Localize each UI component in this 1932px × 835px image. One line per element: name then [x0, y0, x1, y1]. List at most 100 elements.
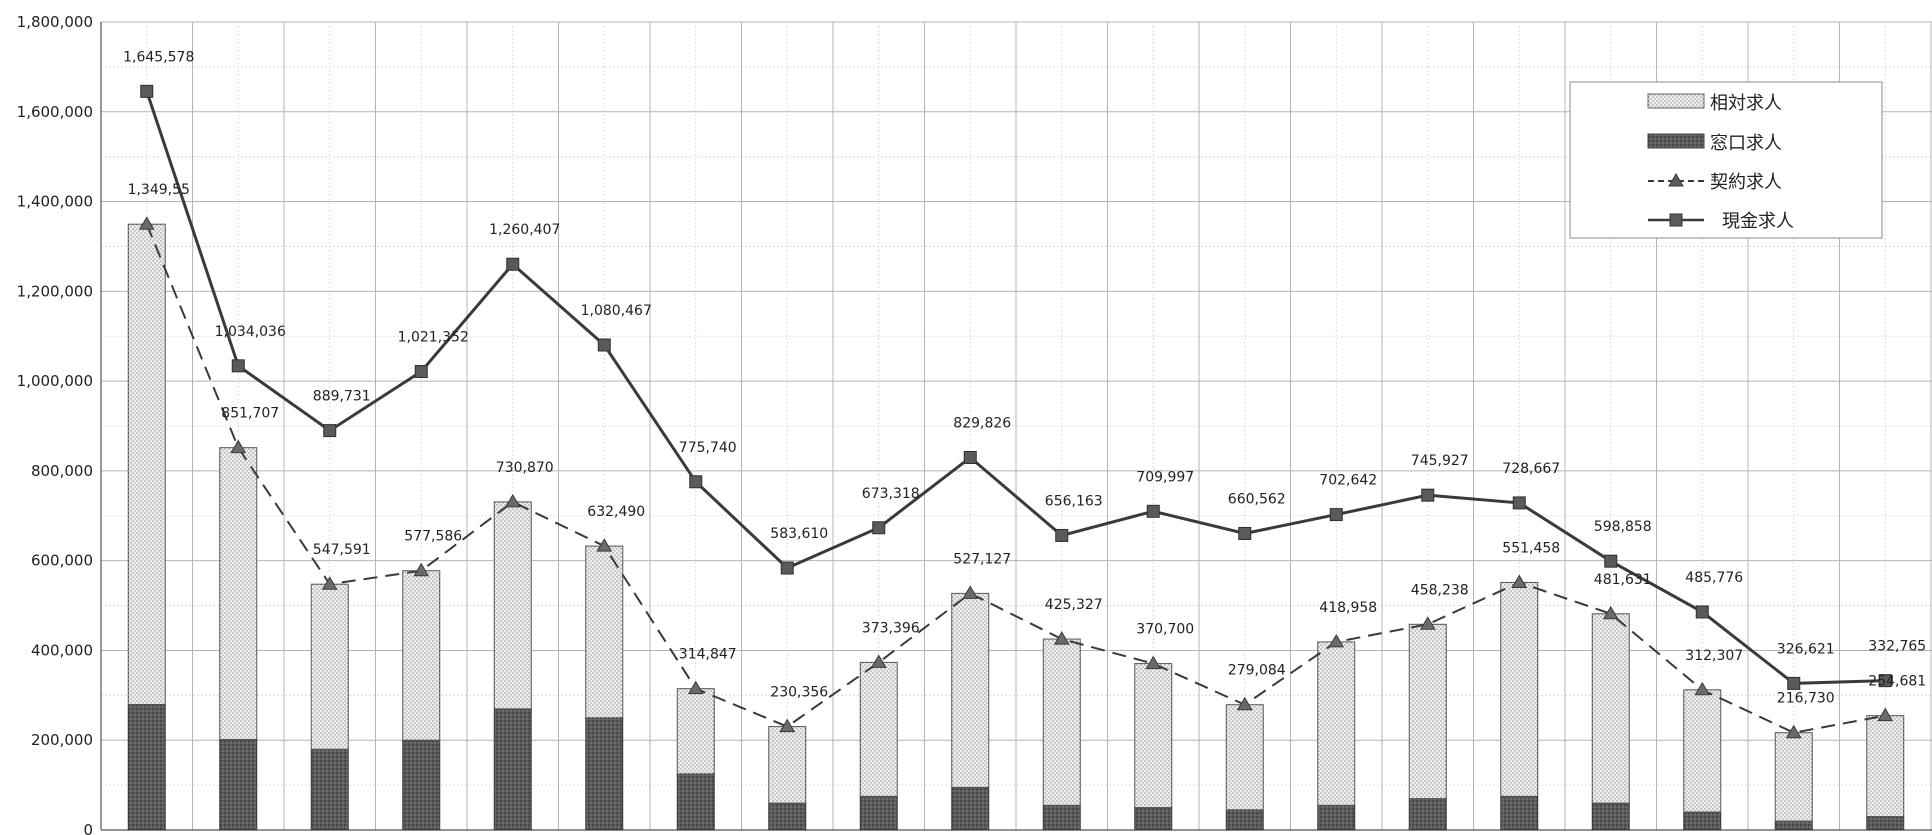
bar-relative	[402, 570, 441, 741]
data-label-contract: 216,730	[1777, 691, 1835, 707]
data-label-cash: 598,858	[1594, 519, 1652, 535]
bar-window	[1408, 798, 1447, 831]
legend: 相対求人 窓口求人 契約求人 現金求人	[1569, 81, 1883, 239]
marker-cash	[1055, 528, 1069, 542]
marker-cash	[872, 521, 886, 535]
data-label-cash: 673,318	[862, 486, 920, 502]
bar-relative	[1134, 663, 1173, 809]
bar-relative	[493, 501, 532, 710]
y-tick-label: 200,000	[31, 731, 93, 749]
bar-window	[493, 708, 532, 831]
bar-window	[1866, 816, 1905, 831]
marker-cash	[1329, 508, 1343, 522]
data-label-cash: 656,163	[1045, 493, 1103, 509]
bar-relative	[1591, 613, 1630, 804]
bar-window	[1225, 809, 1264, 831]
marker-cash	[1787, 676, 1801, 690]
bar-relative	[859, 661, 898, 797]
y-tick-label: 800,000	[31, 462, 93, 480]
bar-window	[310, 748, 349, 831]
data-label-cash: 332,765	[1868, 639, 1926, 655]
bar-relative	[1317, 641, 1356, 806]
marker-cash	[414, 365, 428, 379]
bar-relative	[310, 583, 349, 750]
legend-swatch-relative	[1647, 93, 1705, 109]
legend-label-cash: 現金求人	[1722, 211, 1794, 232]
marker-cash	[140, 84, 154, 98]
marker-cash	[323, 424, 337, 438]
data-label-cash: 889,731	[313, 389, 371, 405]
bar-window	[402, 739, 441, 831]
marker-cash	[506, 257, 520, 271]
marker-contract	[504, 493, 521, 508]
marker-contract	[596, 538, 613, 552]
data-label-contract: 730,870	[496, 460, 554, 476]
data-label-contract: 254,681	[1868, 674, 1926, 690]
marker-cash	[597, 338, 611, 352]
bar-window	[768, 802, 807, 831]
data-label-contract: 851,707	[221, 406, 279, 422]
marker-contract	[687, 680, 704, 695]
legend-swatch-window	[1647, 133, 1705, 149]
bar-relative	[768, 726, 807, 804]
y-tick-label: 1,400,000	[17, 193, 93, 211]
y-tick-label: 400,000	[31, 641, 93, 659]
marker-contract	[1511, 574, 1528, 588]
data-label-cash: 728,667	[1502, 461, 1560, 477]
data-label-contract: 458,238	[1411, 582, 1469, 598]
data-label-cash: 1,645,578	[123, 49, 194, 65]
bar-relative	[1866, 715, 1905, 818]
data-label-cash: 1,021,352	[398, 330, 469, 346]
y-tick-label: 1,000,000	[17, 372, 93, 390]
y-tick-label: 1,800,000	[17, 13, 93, 31]
data-label-contract: 279,084	[1228, 663, 1286, 679]
legend-label-window: 窓口求人	[1710, 133, 1782, 154]
data-label-cash: 1,260,407	[489, 222, 560, 238]
data-label-cash: 1,034,036	[215, 324, 286, 340]
marker-cash	[689, 475, 703, 489]
marker-contract	[321, 576, 338, 590]
data-label-cash: 745,927	[1411, 453, 1469, 469]
bar-window	[1317, 804, 1356, 831]
data-label-contract: 577,586	[404, 529, 462, 545]
data-label-cash: 1,080,467	[581, 303, 652, 319]
y-tick-label: 1,200,000	[17, 282, 93, 300]
bar-relative	[1683, 689, 1722, 813]
data-label-contract: 425,327	[1045, 597, 1103, 613]
data-label-contract: 230,356	[770, 685, 828, 701]
marker-contract	[1877, 707, 1894, 722]
bar-window	[1683, 811, 1722, 831]
data-label-contract: 312,307	[1685, 648, 1743, 664]
marker-cash	[1146, 504, 1160, 518]
marker-cash	[1238, 526, 1252, 540]
marker-contract	[1236, 696, 1253, 711]
bar-relative	[585, 545, 624, 719]
data-label-cash: 583,610	[770, 526, 828, 542]
bar-window	[1500, 795, 1539, 831]
marker-contract	[1602, 605, 1619, 620]
bar-window	[1774, 820, 1813, 831]
marker-cash	[1695, 605, 1709, 619]
marker-cash	[231, 359, 245, 373]
marker-cash	[780, 561, 794, 575]
marker-contract	[870, 654, 887, 668]
marker-cash	[1421, 488, 1435, 502]
data-labels: 1,645,578 1,034,036 889,731 1,021,352 1,260,…	[123, 49, 1926, 706]
bar-window	[1042, 804, 1081, 831]
marker-contract	[1785, 724, 1802, 739]
bar-relative	[1408, 623, 1447, 800]
marker-contract	[1145, 655, 1162, 670]
bar-window	[585, 717, 624, 831]
legend-marker-cash	[1669, 213, 1683, 227]
bars	[127, 223, 1905, 831]
bar-window	[951, 786, 990, 831]
bar-relative	[219, 447, 258, 740]
marker-cash	[1878, 674, 1892, 688]
bar-window	[859, 795, 898, 831]
data-label-contract: 481,631	[1594, 572, 1652, 588]
marker-contract	[779, 718, 796, 733]
y-tick-label: 1,600,000	[17, 103, 93, 121]
data-label-contract: 373,396	[862, 620, 920, 636]
lines	[138, 84, 1894, 739]
data-label-cash: 326,621	[1777, 641, 1835, 657]
